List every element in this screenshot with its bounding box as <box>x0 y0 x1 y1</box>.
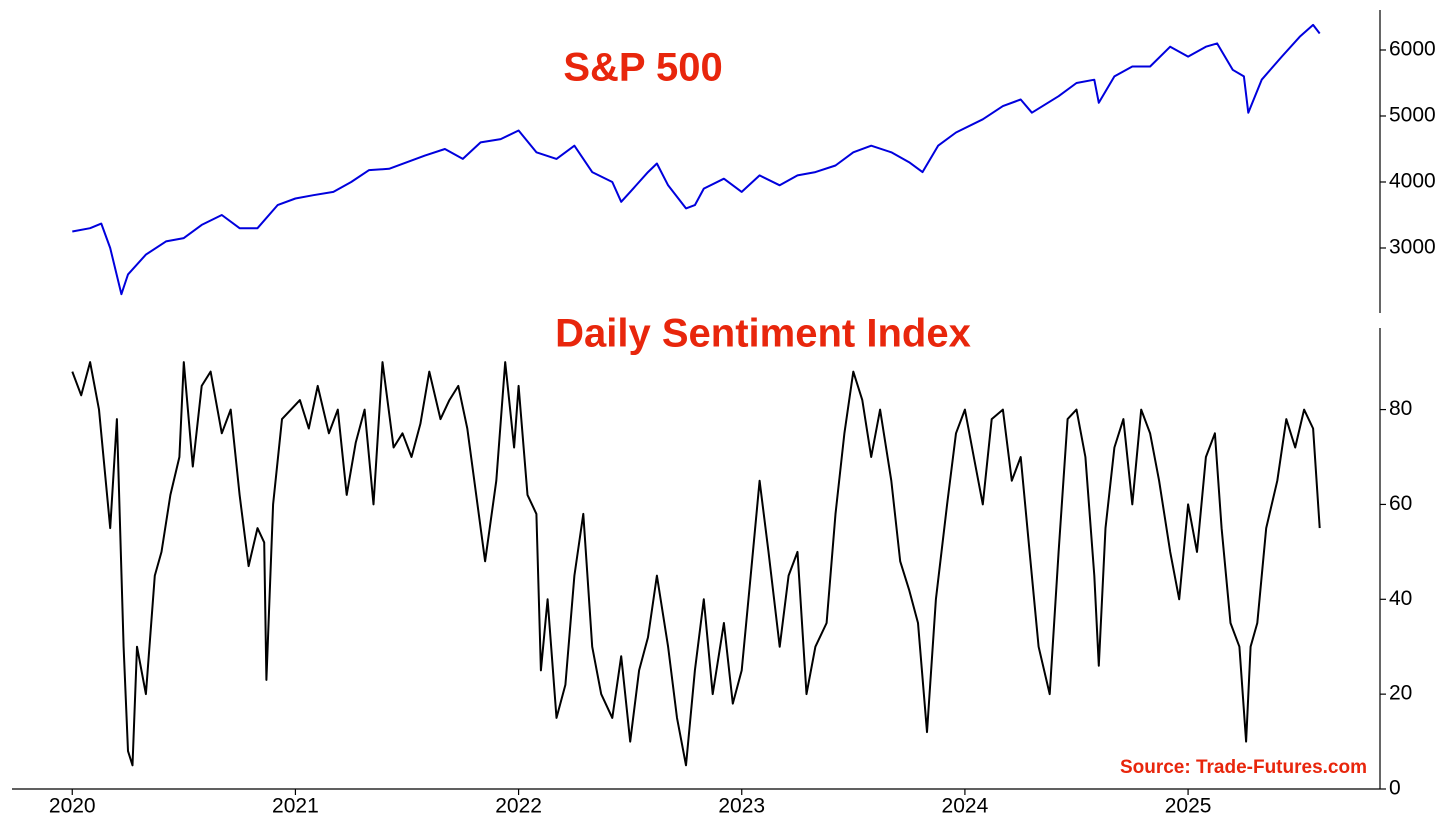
y-tick-label: 4000 <box>1389 170 1436 193</box>
x-tick-label: 2023 <box>718 795 765 818</box>
y-tick-label: 20 <box>1389 682 1412 705</box>
source-note: Source: Trade-Futures.com <box>1120 757 1367 778</box>
x-tick-label: 2022 <box>495 795 542 818</box>
x-tick-label: 2025 <box>1165 795 1212 818</box>
y-tick-label: 80 <box>1389 397 1412 420</box>
y-tick-label: 0 <box>1389 777 1401 800</box>
chart-title: Daily Sentiment Index <box>555 312 971 356</box>
series-line <box>71 361 1321 767</box>
x-tick-label: 2021 <box>272 795 319 818</box>
x-tick-label: 2024 <box>942 795 989 818</box>
y-tick-label: 6000 <box>1389 38 1436 61</box>
y-tick-label: 3000 <box>1389 236 1436 259</box>
chart-title: S&P 500 <box>563 46 722 90</box>
series-line <box>72 23 1321 296</box>
y-tick-label: 5000 <box>1389 104 1436 127</box>
y-tick-label: 60 <box>1389 492 1412 515</box>
x-tick-label: 2020 <box>49 795 96 818</box>
y-tick-label: 40 <box>1389 587 1412 610</box>
